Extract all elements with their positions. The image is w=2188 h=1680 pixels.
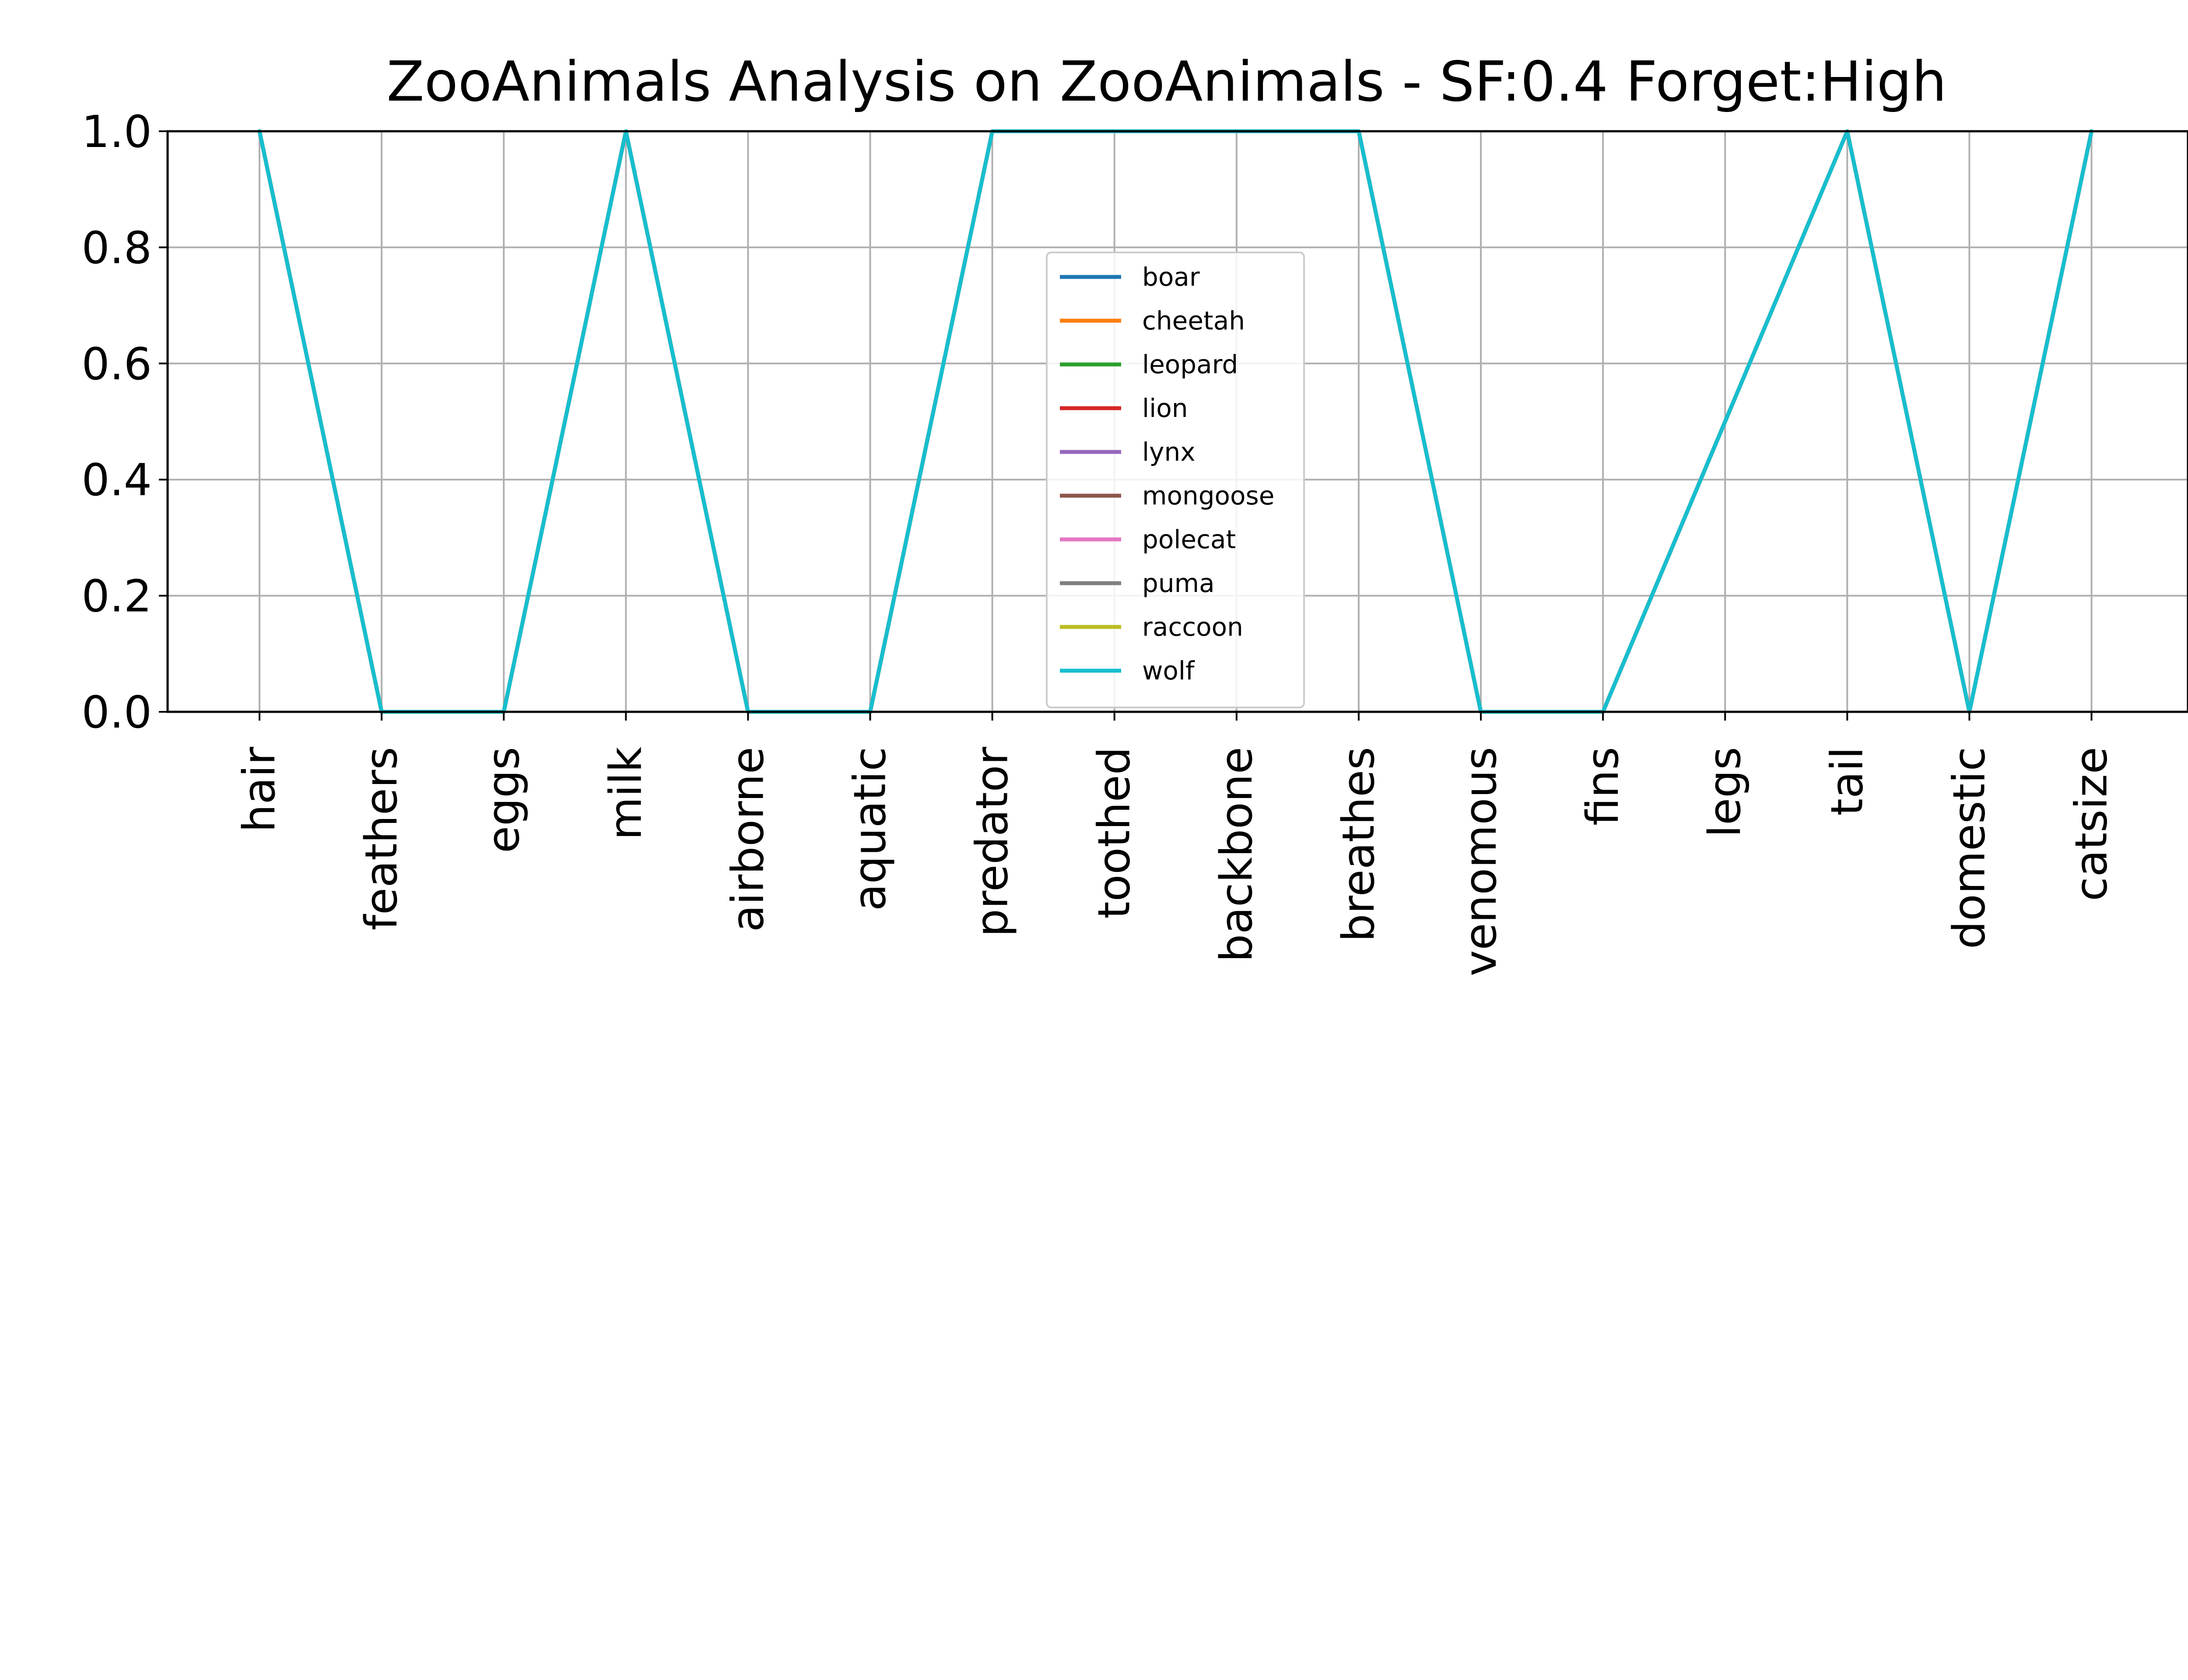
- legend-label-mongoose: mongoose: [1142, 481, 1274, 511]
- legend-label-leopard: leopard: [1142, 350, 1238, 379]
- legend: boar cheetah leopard lion lynx mongoose poleca…: [1046, 252, 1305, 708]
- x-tick-label: venomous: [1455, 747, 1506, 976]
- x-tick-label: tail: [1821, 747, 1872, 816]
- x-tick-label: legs: [1699, 747, 1750, 837]
- x-tick-label: breathes: [1332, 747, 1384, 942]
- y-tick-label: 0.6: [81, 338, 152, 390]
- x-tick-label: domestic: [1943, 747, 1995, 949]
- y-tick-label: 0.8: [81, 222, 152, 273]
- legend-label-cheetah: cheetah: [1142, 306, 1245, 336]
- legend-label-raccoon: raccoon: [1142, 612, 1243, 642]
- plot-frame: [166, 130, 2188, 713]
- x-axis: hair feathers eggs milk airborne aquatic preda…: [233, 712, 2117, 976]
- x-tick-label: hair: [233, 747, 285, 833]
- legend-label-puma: puma: [1142, 568, 1215, 598]
- y-tick-label: 0.4: [81, 454, 152, 506]
- x-tick-label: feathers: [355, 747, 407, 931]
- chart-title: ZooAnimals Analysis on ZooAnimals - SF:0…: [386, 49, 1946, 114]
- legend-label-boar: boar: [1142, 262, 1200, 292]
- x-tick-label: milk: [600, 746, 651, 840]
- y-axis: 0.0 0.2 0.4 0.6 0.8 1.0: [81, 106, 168, 738]
- x-tick-label: fins: [1577, 747, 1628, 826]
- legend-label-lynx: lynx: [1142, 437, 1196, 467]
- legend-label-wolf: wolf: [1142, 656, 1195, 686]
- x-tick-label: backbone: [1210, 747, 1262, 962]
- legend-label-polecat: polecat: [1142, 525, 1236, 554]
- x-tick-label: catsize: [2065, 747, 2117, 901]
- x-tick-label: toothed: [1088, 747, 1140, 919]
- y-tick-label: 0.0: [81, 686, 152, 738]
- x-tick-label: aquatic: [844, 747, 896, 911]
- x-tick-label: airborne: [722, 747, 773, 932]
- x-tick-label: eggs: [477, 747, 529, 853]
- y-tick-label: 1.0: [81, 106, 152, 158]
- x-tick-label: predator: [966, 747, 1018, 937]
- y-tick-label: 0.2: [81, 570, 152, 622]
- legend-label-lion: lion: [1142, 393, 1188, 423]
